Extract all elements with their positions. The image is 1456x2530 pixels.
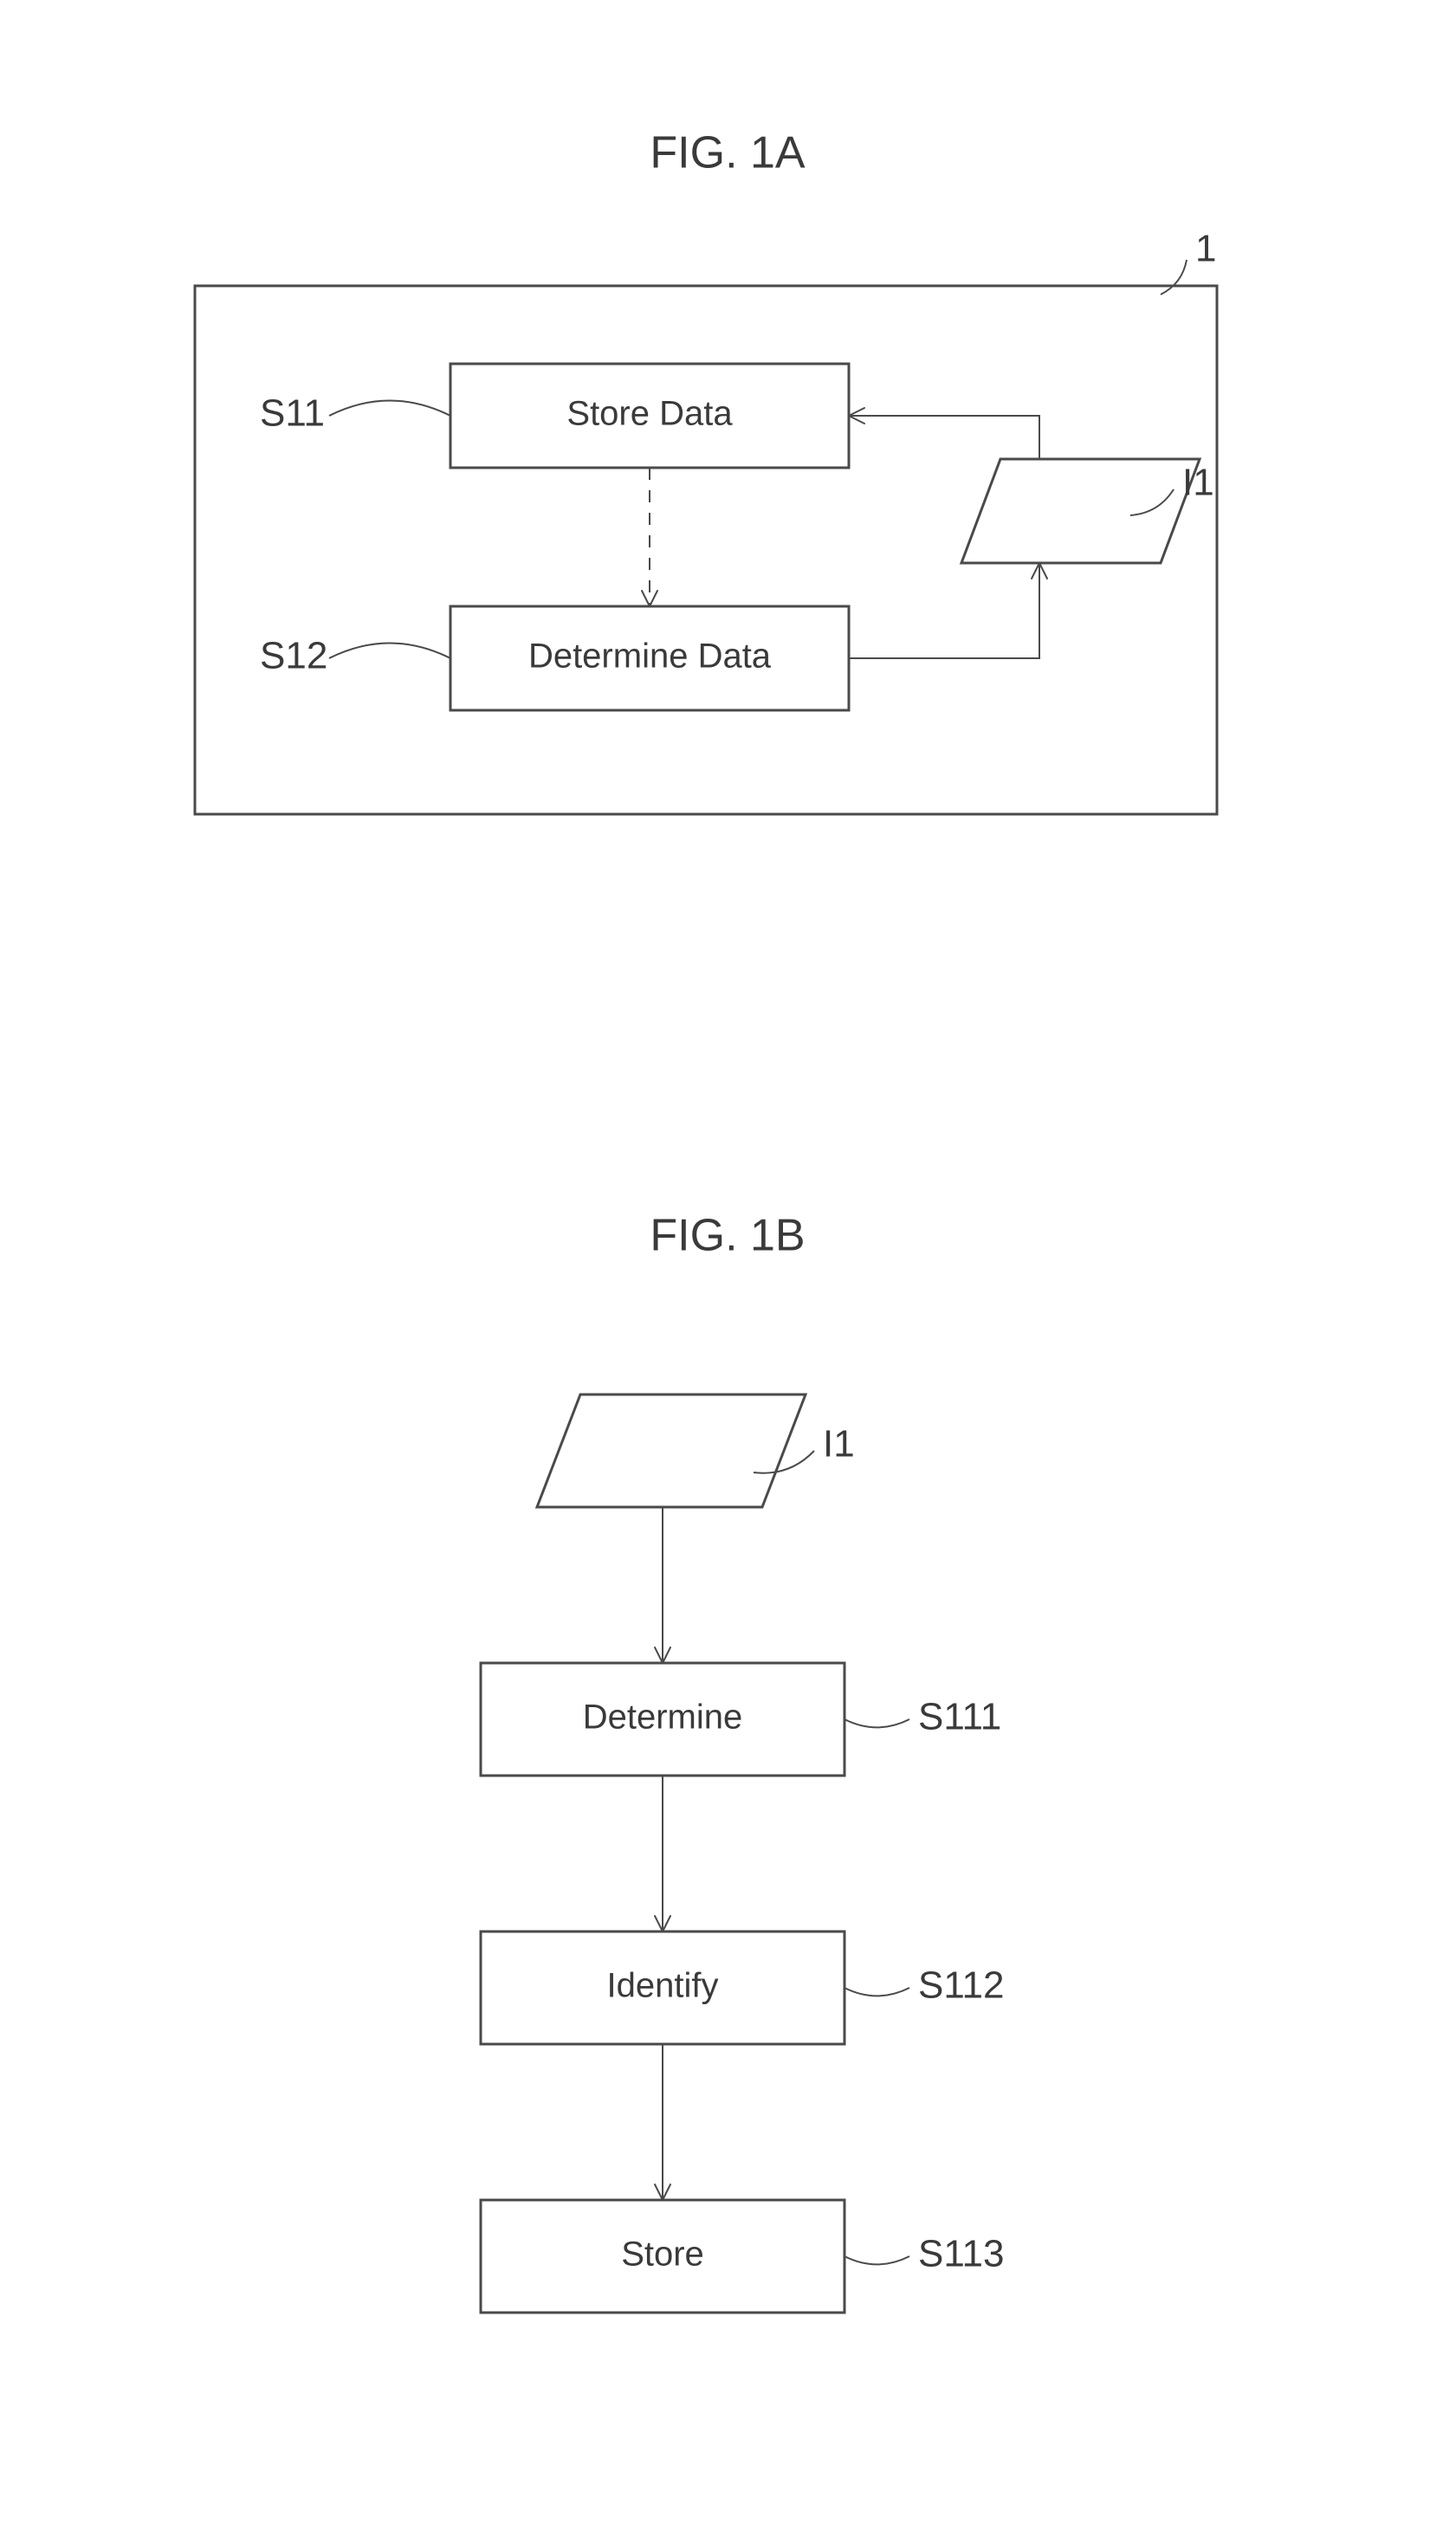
fig1b-s113-label: S113	[918, 2233, 1005, 2275]
fig1a-s11-label-leader	[329, 401, 450, 417]
fig1b-s112-label: S112	[918, 1964, 1005, 2007]
fig1a-title: FIG. 1A	[650, 128, 805, 178]
fig1b-i1-label: I1	[823, 1423, 855, 1466]
fig1a-parallelogram	[961, 459, 1200, 563]
fig1a-determine-box-text: Determine Data	[528, 637, 772, 676]
fig1a-outer-ref: 1	[1195, 228, 1216, 270]
fig1b-store-box-text: Store	[621, 2236, 704, 2274]
fig1a-i1-label: I1	[1182, 462, 1214, 504]
fig1b-s113-label-leader	[844, 2256, 909, 2264]
fig1b-parallelogram	[537, 1394, 806, 1507]
fig1b-s111-label: S111	[918, 1696, 1001, 1738]
fig1b-s112-label-leader	[844, 1988, 909, 1996]
fig1a-s12-label: S12	[260, 635, 327, 677]
fig1a-arrow-determine-to-para	[849, 563, 1039, 658]
fig1a-s12-label-leader	[329, 644, 450, 659]
fig1b-title: FIG. 1B	[650, 1211, 805, 1261]
fig1b-identify-box-text: Identify	[607, 1967, 719, 2005]
fig1b-s111-label-leader	[844, 1719, 909, 1727]
fig1a-i1-label-leader	[1130, 489, 1174, 515]
fig1a-arrow-para-to-store	[849, 416, 1039, 459]
fig1a-store-box-text: Store Data	[566, 395, 733, 433]
fig1a-outer-ref-leader	[1161, 260, 1187, 294]
fig1b-determine-box-text: Determine	[583, 1699, 743, 1737]
fig1a-s11-label: S11	[260, 392, 325, 435]
